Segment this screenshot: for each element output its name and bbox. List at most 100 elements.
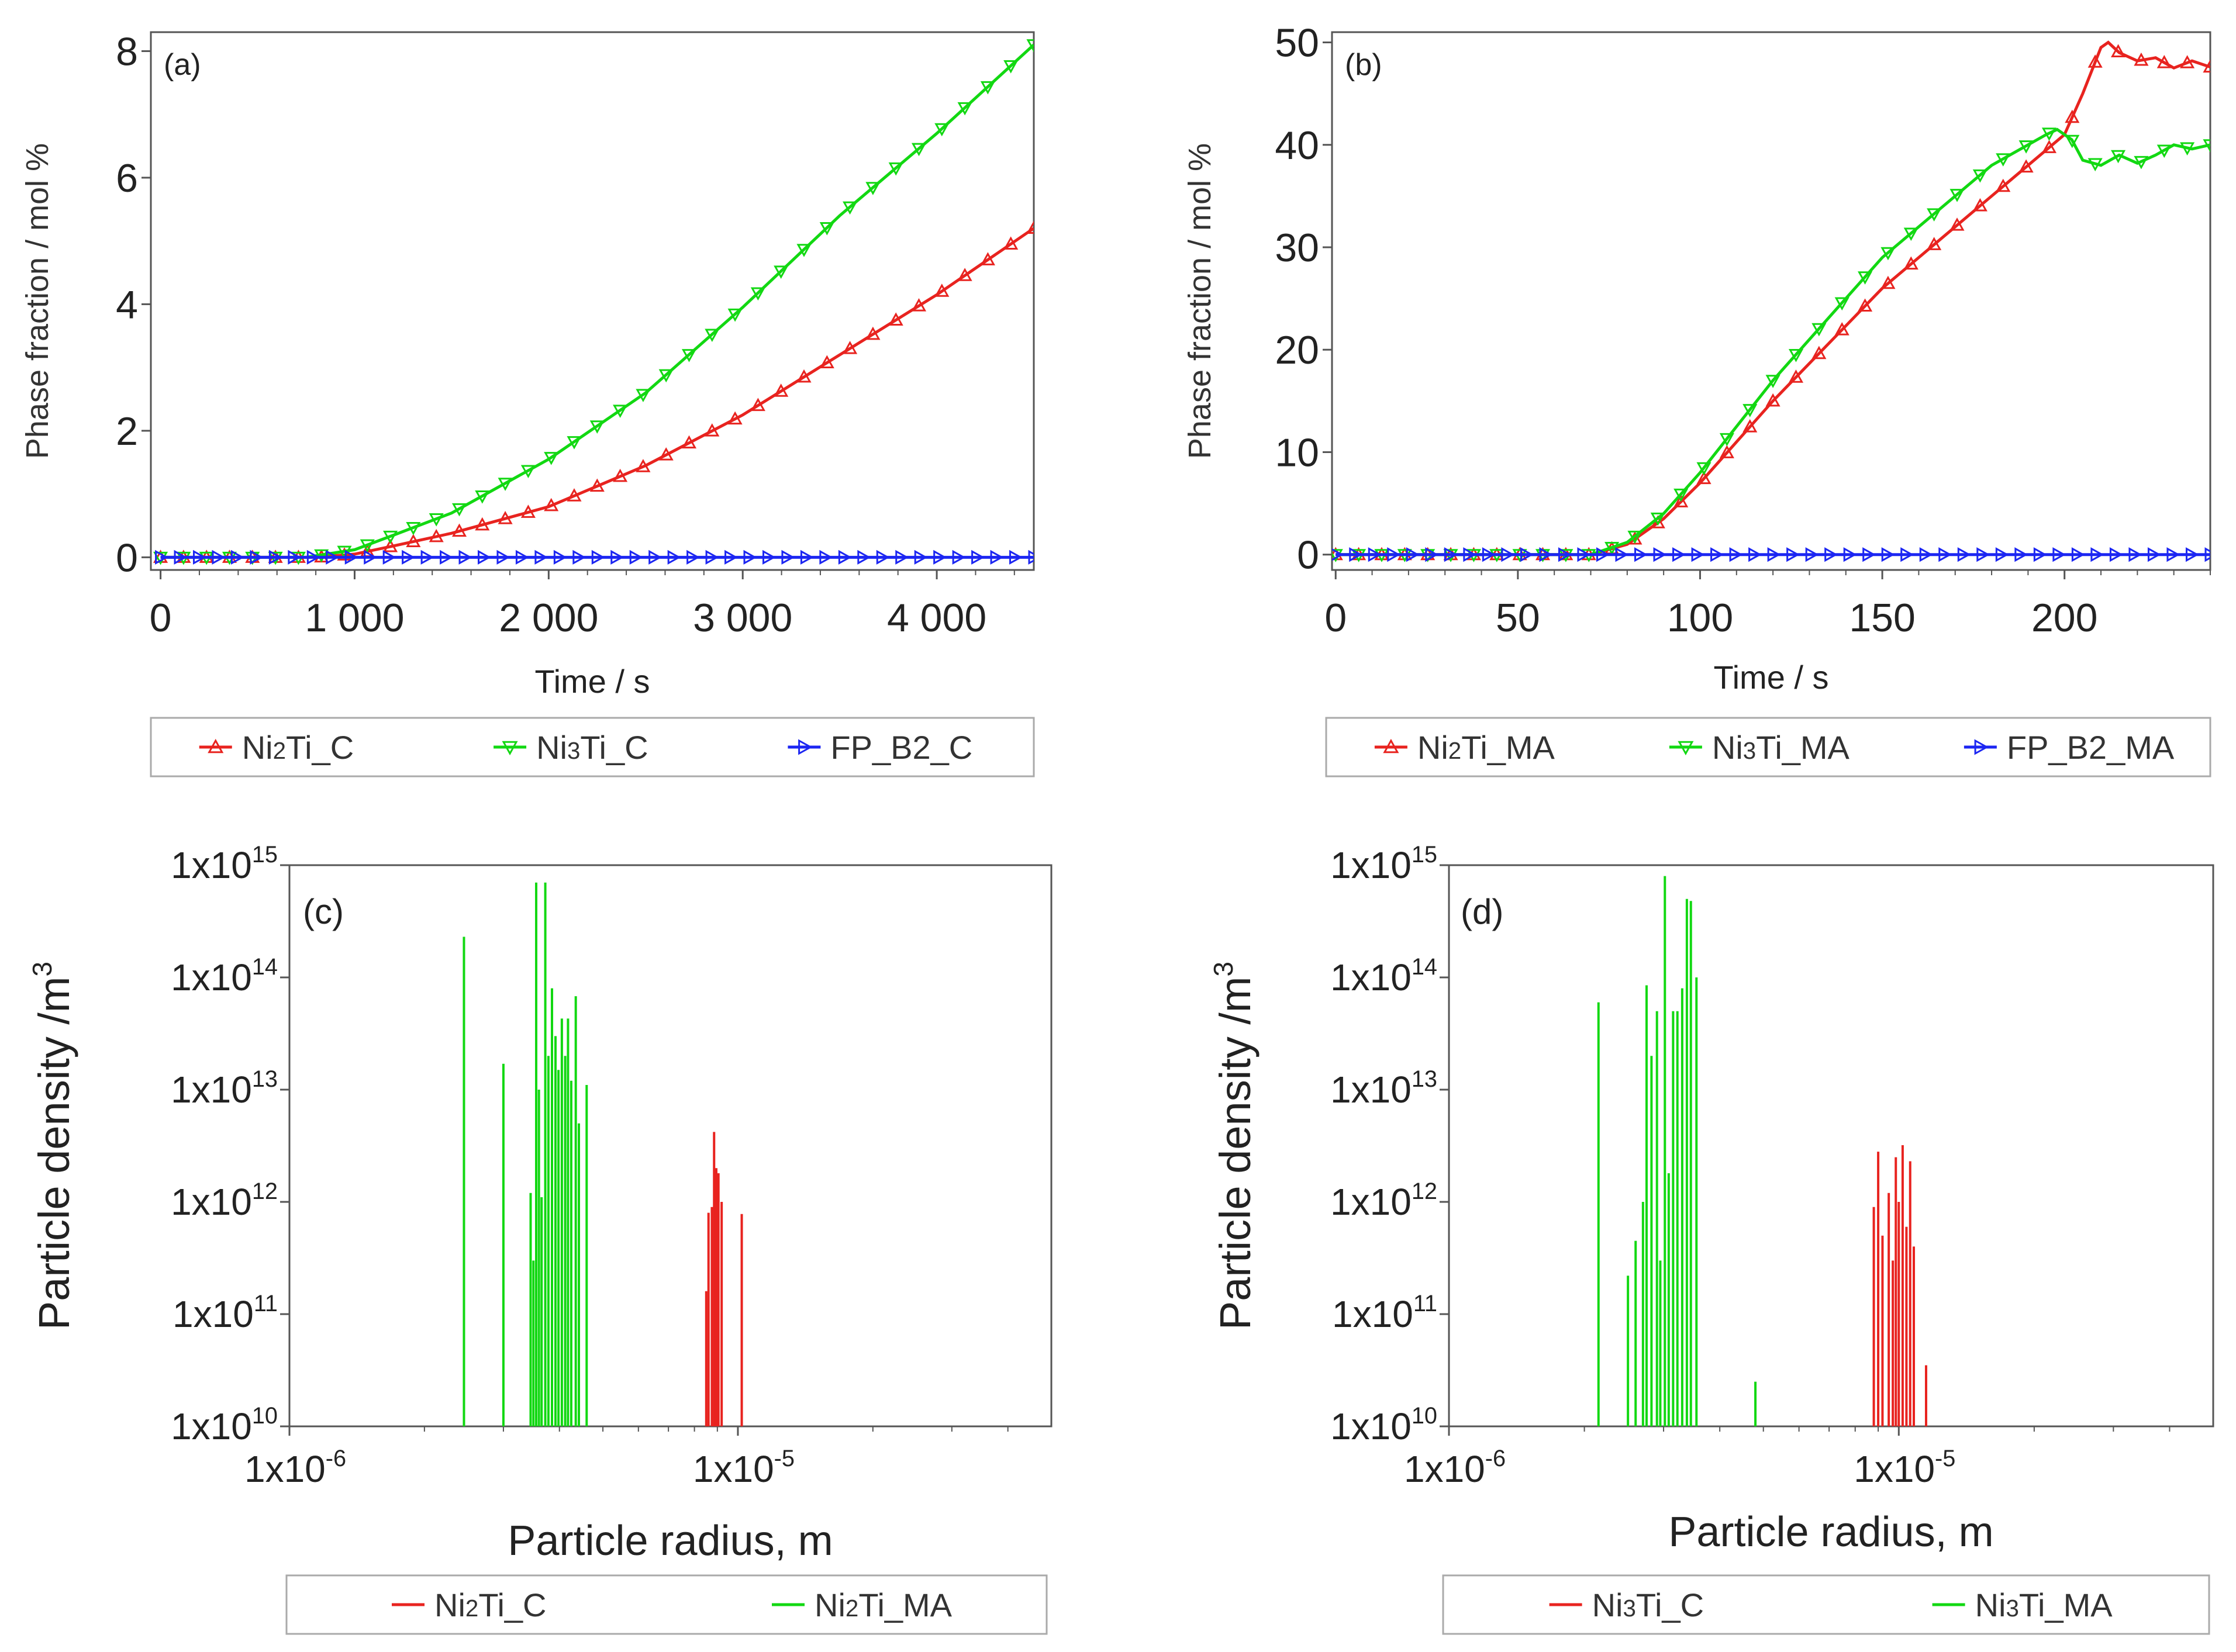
legend-marker: [208, 738, 224, 754]
data-point-marker: [475, 517, 490, 531]
plot-data: [1332, 40, 2210, 562]
x-axis-label: Particle radius, m: [508, 1518, 833, 1564]
data-point-marker: [429, 513, 444, 527]
data-point-marker: [724, 549, 738, 565]
legend-marker: [798, 739, 813, 755]
data-point-marker: [636, 389, 651, 403]
legend-item: FP_B2_MA: [1964, 729, 2175, 766]
data-point-marker: [451, 523, 467, 537]
data-point-marker: [888, 312, 903, 326]
series-FP_B2_C: [155, 549, 1034, 565]
data-point-marker: [155, 549, 168, 565]
data-point-marker: [420, 549, 434, 565]
data-point-marker: [2128, 547, 2142, 562]
data-point-marker: [306, 549, 320, 565]
y-tick-label: 0: [116, 535, 138, 580]
data-point-marker: [1003, 60, 1019, 74]
legend-label: Ni3Ti_MA: [1975, 1587, 2113, 1623]
data-point-marker: [705, 423, 720, 437]
data-point-marker: [681, 349, 697, 362]
legend-label: Ni2Ti_MA: [1417, 729, 1555, 766]
legend-item: Ni2Ti_MA: [772, 1587, 953, 1623]
data-point-marker: [1976, 547, 1990, 562]
data-point-marker: [1880, 275, 1896, 289]
y-tick-label: 1x1012: [1330, 1178, 1437, 1223]
x-tick-label: 200: [2031, 596, 2097, 640]
data-point-marker: [1995, 547, 2009, 562]
data-point-marker: [1805, 547, 1819, 562]
data-point-marker: [1406, 547, 1420, 562]
data-point-marker: [360, 539, 375, 553]
x-axis-label: Particle radius, m: [1668, 1509, 1993, 1556]
data-point-marker: [857, 549, 871, 565]
plot-data: [1597, 876, 1927, 1426]
data-point-marker: [589, 478, 605, 492]
data-point-marker: [1501, 547, 1514, 562]
data-point-marker: [1938, 547, 1952, 562]
data-point-marker: [2111, 150, 2126, 164]
data-point-marker: [750, 287, 765, 301]
x-tick-label: 1x10-5: [693, 1446, 795, 1490]
data-point-marker: [1765, 375, 1780, 388]
data-point-marker: [406, 534, 421, 547]
data-point-marker: [1900, 547, 1914, 562]
data-point-marker: [933, 549, 947, 565]
data-point-marker: [440, 549, 453, 565]
data-point-marker: [681, 435, 697, 449]
data-point-marker: [2071, 547, 2085, 562]
legend: Ni2Ti_MA Ni3Ti_MA FP_B2_MA: [1325, 717, 2211, 777]
x-tick-label: 0: [1324, 596, 1347, 640]
data-point-marker: [364, 549, 377, 565]
data-point-marker: [2018, 140, 2034, 154]
chart-panel-2: 0 50 100 150 200 0 10 20 30 40 50 Time / s Phase fra…: [1182, 21, 2211, 777]
data-point-marker: [705, 549, 719, 565]
legend-box: [150, 717, 1035, 777]
legend-label: Ni3Ti_C: [536, 729, 648, 766]
data-point-marker: [567, 436, 582, 450]
data-point-marker: [498, 478, 513, 491]
chart-panel-3: 1x10-6 1x10-5 1x1010 1x1011 1x1012 1x1013 1x10…: [27, 842, 1053, 1635]
data-point-marker: [2203, 139, 2210, 153]
data-point-marker: [1748, 547, 1762, 562]
data-point-marker: [774, 265, 789, 279]
data-point-marker: [865, 326, 881, 340]
legend-item: Ni2Ti_MA: [1374, 729, 1555, 766]
data-point-marker: [1604, 542, 1620, 555]
data-point-marker: [1691, 547, 1705, 562]
x-tick-label: 2 000: [499, 596, 598, 640]
legend-label: Ni2Ti_C: [242, 729, 354, 766]
data-point-marker: [957, 268, 972, 281]
data-point-marker: [743, 549, 757, 565]
data-point-marker: [914, 549, 928, 565]
data-point-marker: [1996, 153, 2011, 167]
data-point-marker: [613, 405, 628, 418]
data-point-marker: [1627, 530, 1643, 544]
data-point-marker: [475, 490, 490, 504]
legend-marker: [1383, 738, 1399, 754]
legend-label: Ni2Ti_C: [434, 1587, 546, 1623]
data-point-marker: [402, 549, 415, 565]
data-point-marker: [843, 341, 858, 354]
data-point-marker: [2204, 547, 2210, 562]
data-point-marker: [1788, 349, 1804, 362]
data-point-marker: [1696, 471, 1711, 485]
data-point-marker: [589, 420, 605, 434]
data-point-marker: [865, 182, 881, 195]
data-point-marker: [2134, 155, 2149, 170]
data-point-marker: [819, 355, 834, 369]
data-point-marker: [658, 369, 674, 383]
data-point-marker: [648, 549, 662, 565]
data-point-marker: [451, 503, 467, 517]
data-point-marker: [705, 329, 720, 343]
data-point-marker: [952, 549, 966, 565]
data-point-marker: [636, 459, 651, 472]
data-point-marker: [1949, 189, 1965, 202]
legend-item: Ni2Ti_C: [199, 729, 354, 766]
data-point-marker: [819, 222, 834, 236]
data-point-marker: [762, 549, 776, 565]
data-point-marker: [800, 549, 814, 565]
data-point-marker: [2018, 159, 2034, 173]
data-point-marker: [980, 81, 995, 95]
data-point-marker: [1482, 547, 1496, 562]
